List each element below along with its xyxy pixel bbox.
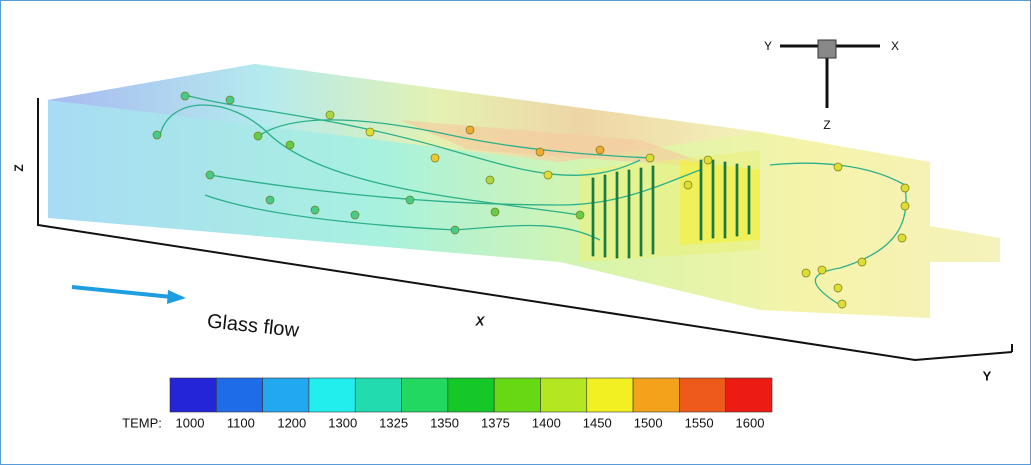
z-axis-label: Z bbox=[12, 164, 26, 171]
colorbar-tick-label: 1300 bbox=[328, 415, 357, 430]
colorbar-swatch bbox=[586, 377, 634, 413]
triad-z: Z bbox=[823, 118, 830, 132]
colorbar-tick-label: 1550 bbox=[685, 415, 714, 430]
colorbar-swatch bbox=[540, 377, 588, 413]
colorbar-swatch bbox=[262, 377, 310, 413]
colorbar-tick-label: 1600 bbox=[736, 415, 765, 430]
colorbar-swatch bbox=[216, 377, 263, 413]
vectors bbox=[591, 159, 751, 259]
colorbar-swatch bbox=[308, 377, 356, 413]
colorbar-swatch bbox=[401, 377, 449, 413]
colorbar-swatch bbox=[354, 377, 402, 413]
axes bbox=[37, 98, 1013, 362]
triad-y: Y bbox=[764, 39, 772, 53]
colorbar-tick-label: 1200 bbox=[277, 415, 306, 430]
y-axis-label: Y bbox=[983, 368, 992, 383]
colorbar-tick-label: 1350 bbox=[430, 415, 459, 430]
triad bbox=[780, 39, 880, 108]
colorbar-tick-label: 1325 bbox=[379, 415, 408, 430]
colorbar-swatch bbox=[447, 377, 495, 413]
colorbar-swatch bbox=[679, 377, 726, 413]
colorbar-label: TEMP: bbox=[122, 415, 162, 430]
colorbar-swatch bbox=[169, 377, 217, 413]
colorbar-tick-label: 1400 bbox=[532, 415, 561, 430]
colorbar-tick-label: 1450 bbox=[583, 415, 612, 430]
colorbar-swatch bbox=[493, 377, 541, 413]
colorbar-swatch bbox=[725, 377, 773, 413]
colorbar-tick-label: 1000 bbox=[176, 415, 205, 430]
x-axis-label: X bbox=[475, 313, 486, 328]
colorbar-tick-label: 1100 bbox=[227, 415, 255, 430]
triad-x: X bbox=[891, 39, 899, 53]
flow-arrow bbox=[71, 285, 186, 304]
colorbar-tick-label: 1375 bbox=[481, 415, 510, 430]
particles bbox=[152, 91, 910, 309]
colorbar-tick-label: 1500 bbox=[634, 415, 663, 430]
colorbar: 1000 1100 1200 1300 1325 1350 1375 1400 1450 1500… bbox=[169, 377, 773, 430]
colorbar-swatch bbox=[632, 377, 680, 413]
